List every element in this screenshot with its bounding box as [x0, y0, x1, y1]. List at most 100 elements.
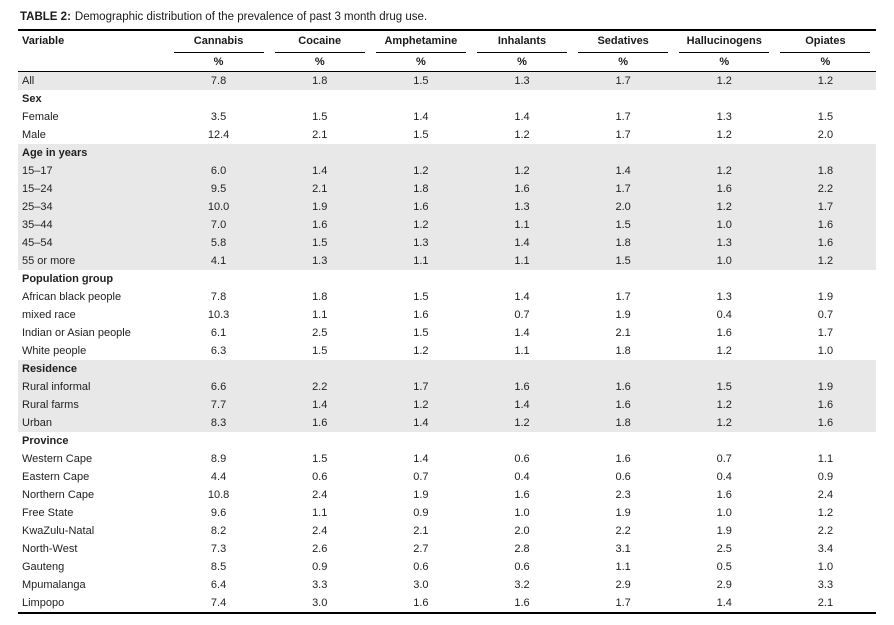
- cell-value: 2.4: [817, 489, 834, 501]
- cell-value: 2.4: [312, 525, 328, 537]
- cell-value: 3.3: [817, 579, 834, 591]
- row-label: 55 or more: [22, 255, 76, 267]
- cell-value: 2.2: [817, 183, 834, 195]
- cell-value: 2.5: [312, 327, 328, 339]
- table-body: All 7.8 1.8 1.5 1.3 1.7 1.2 1.2 Sex Female 3.5 1.5 1…: [18, 71, 876, 614]
- table-row-white-people: White people 6.3 1.5 1.2 1.1 1.8 1.2 1.0: [18, 342, 876, 360]
- column-header-label: Cocaine: [274, 31, 365, 53]
- table-row-all: All 7.8 1.8 1.5 1.3 1.7 1.2 1.2: [18, 71, 876, 90]
- cell-value: 1.0: [716, 219, 732, 231]
- unit-header-opiates: %: [774, 53, 876, 72]
- cell-value: 1.9: [716, 525, 732, 537]
- table-row-male: Male 12.4 2.1 1.5 1.2 1.7 1.2 2.0: [18, 126, 876, 144]
- cell-value: 1.2: [514, 417, 530, 429]
- cell-value: 1.2: [716, 417, 732, 429]
- cell-value: 1.4: [413, 417, 429, 429]
- cell-value: 0.4: [716, 309, 732, 321]
- cell-value: 1.1: [514, 345, 530, 357]
- cell-value: 3.0: [312, 597, 328, 609]
- cell-value: 0.6: [615, 471, 631, 483]
- cell-value: 2.0: [615, 201, 631, 213]
- cell-value: 1.6: [817, 417, 834, 429]
- cell-value: 1.6: [312, 417, 328, 429]
- unit-header-cocaine: %: [269, 53, 371, 72]
- cell-value: 7.8: [210, 291, 227, 303]
- cell-value: 2.9: [615, 579, 631, 591]
- cell-value: 10.8: [207, 489, 230, 501]
- cell-value: 3.0: [413, 579, 429, 591]
- cell-value: 0.6: [514, 561, 530, 573]
- cell-value: 1.5: [413, 327, 429, 339]
- cell-value: 1.6: [514, 183, 530, 195]
- cell-value: 1.4: [312, 399, 328, 411]
- cell-value: 0.7: [413, 471, 429, 483]
- column-header-label: Cannabis: [173, 31, 264, 53]
- cell-value: 1.5: [413, 291, 429, 303]
- cell-value: 8.3: [210, 417, 227, 429]
- cell-value: 1.2: [716, 399, 732, 411]
- cell-value: 0.9: [817, 471, 834, 483]
- cell-value: 1.6: [716, 183, 732, 195]
- cell-value: 1.0: [817, 345, 834, 357]
- cell-value: 1.3: [716, 291, 732, 303]
- cell-value: 1.2: [716, 129, 732, 141]
- cell-value: 1.4: [413, 111, 429, 123]
- cell-value: 1.3: [514, 75, 530, 87]
- unit-header-inhalants: %: [471, 53, 573, 72]
- cell-value: 1.5: [312, 453, 328, 465]
- cell-value: 1.6: [817, 219, 834, 231]
- column-header-label: Amphetamine: [375, 31, 466, 53]
- cell-value: 1.2: [413, 345, 429, 357]
- cell-value: 6.6: [210, 381, 227, 393]
- table-caption-text: Demographic distribution of the prevalen…: [74, 11, 428, 23]
- table-caption: TABLE 2: Demographic distribution of the …: [18, 6, 876, 29]
- cell-value: 10.0: [207, 201, 230, 213]
- cell-value: 1.5: [615, 255, 631, 267]
- cell-value: 0.7: [817, 309, 834, 321]
- row-label: Free State: [22, 507, 74, 519]
- cell-value: 1.0: [716, 255, 732, 267]
- cell-value: 1.2: [817, 75, 834, 87]
- cell-value: 1.1: [514, 255, 530, 267]
- table-header: Variable Cannabis Cocaine Amphetamine Inhala…: [18, 30, 876, 72]
- cell-value: 2.2: [817, 525, 834, 537]
- cell-value: 1.5: [817, 111, 834, 123]
- cell-value: 8.5: [210, 561, 227, 573]
- cell-value: 1.1: [615, 561, 631, 573]
- cell-value: 7.8: [210, 75, 227, 87]
- cell-value: 1.7: [615, 75, 631, 87]
- table-row-age-in-years: Age in years: [18, 144, 876, 162]
- cell-value: 1.6: [716, 327, 732, 339]
- row-label: Rural informal: [22, 381, 91, 393]
- row-label: Female: [22, 111, 59, 123]
- unit-header-sedatives: %: [572, 53, 674, 72]
- cell-value: 1.7: [615, 129, 631, 141]
- cell-value: 1.1: [312, 309, 328, 321]
- cell-value: 1.4: [514, 327, 530, 339]
- table-row-sex: Sex: [18, 90, 876, 108]
- cell-value: 1.1: [817, 453, 834, 465]
- cell-value: 6.4: [210, 579, 227, 591]
- column-header-sedatives: Sedatives: [573, 30, 674, 53]
- cell-value: 1.4: [514, 399, 530, 411]
- row-label: Western Cape: [22, 453, 93, 465]
- cell-value: 1.4: [312, 165, 328, 177]
- cell-value: 1.0: [817, 561, 834, 573]
- cell-value: 1.6: [413, 597, 429, 609]
- cell-value: 1.6: [312, 219, 328, 231]
- row-label: 45–54: [22, 237, 53, 249]
- table-row-northern-cape: Northern Cape 10.8 2.4 1.9 1.6 2.3 1.6 2.4: [18, 486, 876, 504]
- table-caption-label: TABLE 2:: [20, 11, 71, 23]
- cell-value: 2.5: [716, 543, 732, 555]
- row-label: Indian or Asian people: [22, 327, 131, 339]
- cell-value: 1.6: [716, 489, 732, 501]
- cell-value: 1.2: [413, 399, 429, 411]
- cell-value: 1.3: [413, 237, 429, 249]
- cell-value: 1.5: [413, 75, 429, 87]
- cell-value: 12.4: [207, 129, 230, 141]
- cell-value: 1.1: [312, 507, 328, 519]
- table-row-residence: Residence: [18, 360, 876, 378]
- cell-value: 9.5: [210, 183, 227, 195]
- cell-value: 4.4: [210, 471, 227, 483]
